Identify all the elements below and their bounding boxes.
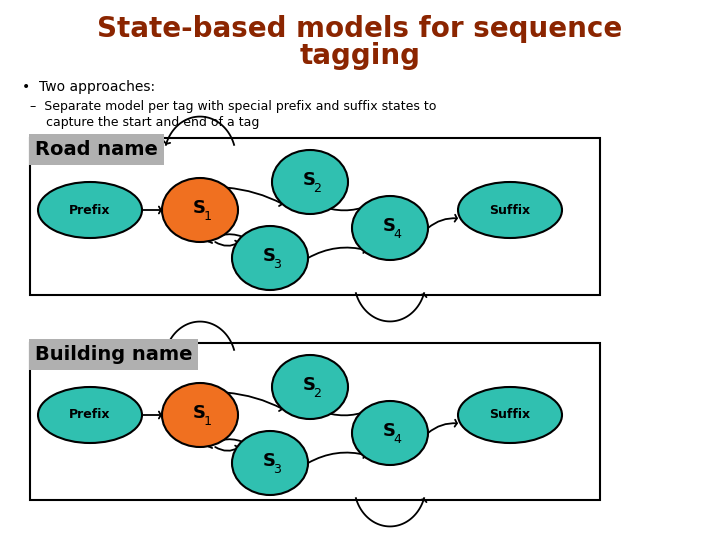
- Ellipse shape: [458, 387, 562, 443]
- Text: S: S: [263, 452, 276, 470]
- Text: S: S: [382, 217, 395, 235]
- Text: S: S: [192, 199, 205, 217]
- Ellipse shape: [38, 387, 142, 443]
- Text: –  Separate model per tag with special prefix and suffix states to: – Separate model per tag with special pr…: [30, 100, 436, 113]
- Text: tagging: tagging: [300, 42, 420, 70]
- Ellipse shape: [38, 182, 142, 238]
- Ellipse shape: [352, 196, 428, 260]
- Bar: [30, 138, 600, 295]
- Ellipse shape: [162, 383, 238, 447]
- Ellipse shape: [162, 178, 238, 242]
- Text: •  Two approaches:: • Two approaches:: [22, 80, 155, 94]
- Text: 2: 2: [313, 182, 321, 195]
- Text: Road name: Road name: [35, 140, 158, 159]
- Ellipse shape: [272, 150, 348, 214]
- Text: 1: 1: [203, 415, 211, 428]
- Text: S: S: [382, 422, 395, 440]
- Text: S: S: [263, 247, 276, 265]
- Ellipse shape: [232, 226, 308, 290]
- Text: Suffix: Suffix: [490, 204, 531, 217]
- Text: Prefix: Prefix: [69, 408, 111, 422]
- Text: 4: 4: [393, 228, 401, 241]
- Text: S: S: [192, 404, 205, 422]
- Ellipse shape: [272, 355, 348, 419]
- Text: 3: 3: [273, 463, 281, 476]
- Text: 2: 2: [313, 387, 321, 400]
- Ellipse shape: [458, 182, 562, 238]
- Text: capture the start and end of a tag: capture the start and end of a tag: [30, 116, 259, 129]
- Text: Suffix: Suffix: [490, 408, 531, 422]
- Text: State-based models for sequence: State-based models for sequence: [97, 15, 623, 43]
- Text: 1: 1: [203, 210, 211, 223]
- Text: Building name: Building name: [35, 345, 192, 364]
- Text: 4: 4: [393, 433, 401, 446]
- Text: Prefix: Prefix: [69, 204, 111, 217]
- Text: 3: 3: [273, 258, 281, 271]
- Ellipse shape: [352, 401, 428, 465]
- Text: S: S: [302, 376, 315, 394]
- Bar: [30, 343, 600, 500]
- Text: S: S: [302, 171, 315, 189]
- Ellipse shape: [232, 431, 308, 495]
